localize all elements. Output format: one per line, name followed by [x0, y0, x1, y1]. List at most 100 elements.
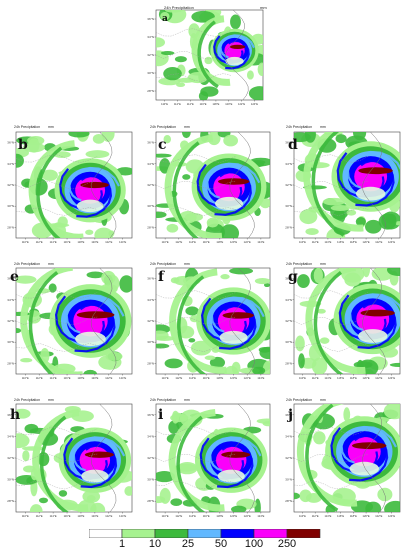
rain-patch	[224, 365, 239, 374]
lat-tick-label: 32°N	[7, 183, 14, 187]
rain-patch	[177, 325, 195, 339]
outer-rainband-core	[305, 404, 339, 512]
lat-tick-label: 28°N	[7, 499, 14, 503]
rain-patch	[58, 490, 68, 497]
lon-tick-label: 112°E	[175, 514, 182, 518]
panel-unit-e: mm	[48, 262, 54, 266]
lat-tick-label: 34°N	[147, 35, 154, 39]
lon-tick-label: 116°E	[203, 240, 210, 244]
southern-gap	[225, 56, 244, 66]
lon-tick-label: 120°E	[363, 376, 370, 380]
rain-patch	[344, 272, 361, 287]
lat-tick-label: 30°N	[7, 204, 14, 208]
rain-patch	[297, 274, 310, 288]
lon-tick-label: 120°E	[91, 514, 98, 518]
outer-rainband-core	[177, 275, 207, 374]
province-boundary	[16, 343, 98, 352]
coastline	[362, 132, 386, 238]
rain-patch	[313, 431, 326, 445]
panel-title-d: 24h Precipitation	[286, 125, 313, 129]
lon-tick-label: 122°E	[105, 514, 112, 518]
spiral-band	[349, 434, 389, 482]
lat-tick-label: 28°N	[147, 361, 154, 365]
rain-patch	[206, 217, 219, 228]
panel-letter-j: j	[288, 407, 294, 423]
outer-rainband	[296, 404, 358, 507]
province-boundary	[156, 73, 231, 82]
spiral-band	[346, 150, 400, 189]
panel-unit-i: mm	[184, 398, 190, 402]
colorbar-label-1: 1	[118, 538, 126, 550]
southern-gap	[355, 186, 386, 201]
lon-tick-label: 124°E	[257, 514, 264, 518]
lon-tick-label: 118°E	[216, 240, 223, 244]
lon-tick-label: 110°E	[22, 514, 29, 518]
map-panel-h: 36°N 34°N 32°N 30°N 28°N 110°E 112°E 114°E 116°E…	[7, 403, 133, 518]
rain-patch	[319, 337, 330, 344]
rain-maximum	[221, 451, 251, 458]
rain-patch	[362, 268, 371, 278]
lon-tick-label: 116°E	[64, 514, 71, 518]
lat-tick-label: 34°N	[7, 434, 14, 438]
lon-tick-label: 122°E	[244, 514, 251, 518]
rain-patch	[246, 70, 254, 80]
lat-tick-label: 28°N	[147, 499, 154, 503]
rain-patch	[22, 142, 45, 153]
province-boundary	[294, 453, 369, 463]
lat-tick-label: 36°N	[7, 413, 14, 417]
rain-patch	[156, 37, 166, 48]
lat-tick-label: 32°N	[7, 456, 14, 460]
province-boundary	[16, 453, 98, 463]
lat-tick-label: 30°N	[285, 204, 292, 208]
lon-tick-label: 110°E	[162, 514, 169, 518]
lon-tick-label: 120°E	[230, 240, 237, 244]
panel-unit-b: mm	[48, 125, 54, 129]
lon-tick-label: 112°E	[36, 514, 43, 518]
rain-maximum	[358, 167, 393, 175]
rain-maximum	[76, 311, 115, 319]
lon-tick-label: 124°E	[251, 102, 258, 106]
outer-rainband	[28, 140, 84, 238]
outer-rainband-core	[197, 20, 219, 89]
lat-tick-label: 30°N	[147, 204, 154, 208]
lon-tick-label: 118°E	[78, 240, 85, 244]
lon-tick-label: 114°E	[324, 376, 331, 380]
southern-gap	[76, 199, 104, 213]
rain-patch	[230, 14, 241, 30]
coastline	[229, 132, 255, 238]
lon-tick-label: 112°E	[36, 376, 43, 380]
lon-tick-label: 110°E	[162, 240, 169, 244]
rain-patch	[223, 134, 238, 147]
outer-rainband	[303, 132, 364, 232]
rain-patch	[16, 408, 31, 419]
rain-patch	[305, 228, 319, 236]
province-boundary	[156, 453, 236, 463]
lon-tick-label: 118°E	[78, 376, 85, 380]
rain-patch	[156, 496, 166, 504]
outer-rainband	[32, 409, 89, 512]
rain-patch	[209, 356, 226, 369]
rain-patch	[92, 133, 105, 144]
rain-patch	[184, 212, 203, 222]
lon-tick-label: 114°E	[189, 514, 196, 518]
outer-rainband-core	[172, 141, 200, 238]
lat-tick-label: 36°N	[285, 141, 292, 145]
panel-title-b: 24h Precipitation	[14, 125, 41, 129]
lat-tick-label: 36°N	[285, 413, 292, 417]
rain-patch	[156, 211, 167, 219]
lon-tick-label: 120°E	[225, 102, 232, 106]
panel-letter-i: i	[158, 407, 164, 423]
lon-tick-label: 114°E	[189, 376, 196, 380]
lon-tick-label: 122°E	[244, 240, 251, 244]
lat-tick-label: 34°N	[7, 298, 14, 302]
panel-letter-h: h	[10, 407, 21, 423]
lat-tick-label: 30°N	[7, 340, 14, 344]
province-boundary	[156, 316, 236, 326]
colorbar-label-10: 10	[148, 538, 162, 550]
colorbar-label-250: 250	[277, 538, 297, 550]
lon-tick-label: 116°E	[337, 240, 344, 244]
rain-patch	[220, 224, 240, 238]
spiral-band	[80, 444, 118, 489]
province-boundary	[16, 180, 98, 190]
lon-tick-label: 110°E	[161, 102, 168, 106]
